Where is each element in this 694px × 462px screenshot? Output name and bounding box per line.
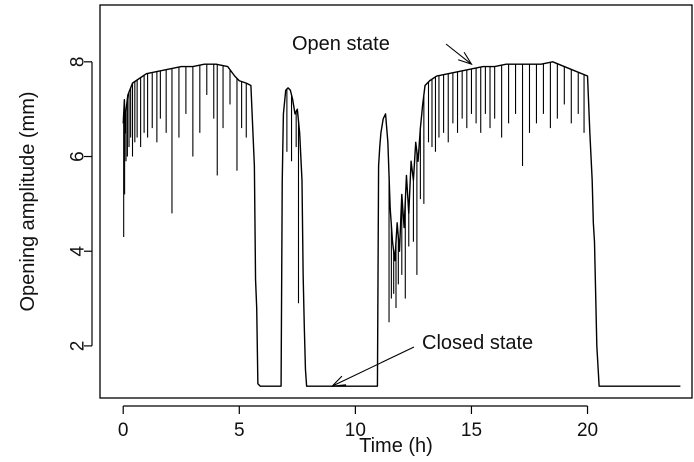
annotation-closed-arrow-head bbox=[330, 375, 347, 387]
annotation-closed-state: Closed state bbox=[422, 332, 533, 354]
y-tick-label: 6 bbox=[68, 151, 89, 162]
series-line bbox=[122, 61, 681, 387]
x-tick-label: 10 bbox=[345, 420, 366, 441]
y-tick-label: 8 bbox=[68, 57, 89, 68]
annotation-open-state: Open state bbox=[292, 33, 390, 55]
y-tick-label: 4 bbox=[68, 246, 89, 257]
annotation-open-arrow-head bbox=[457, 51, 473, 66]
y-axis-title: Opening amplitude (mm) bbox=[17, 91, 39, 311]
x-tick-label: 5 bbox=[234, 420, 245, 441]
x-tick-label: 20 bbox=[577, 420, 598, 441]
annotation-closed-arrow bbox=[331, 346, 415, 387]
x-tick-label: 15 bbox=[461, 420, 482, 441]
x-tick-label: 0 bbox=[118, 420, 129, 441]
annotation-open-arrow bbox=[445, 43, 472, 65]
y-tick-label: 2 bbox=[68, 341, 89, 352]
x-axis-title: Time (h) bbox=[359, 435, 433, 457]
plot-frame bbox=[99, 4, 693, 399]
